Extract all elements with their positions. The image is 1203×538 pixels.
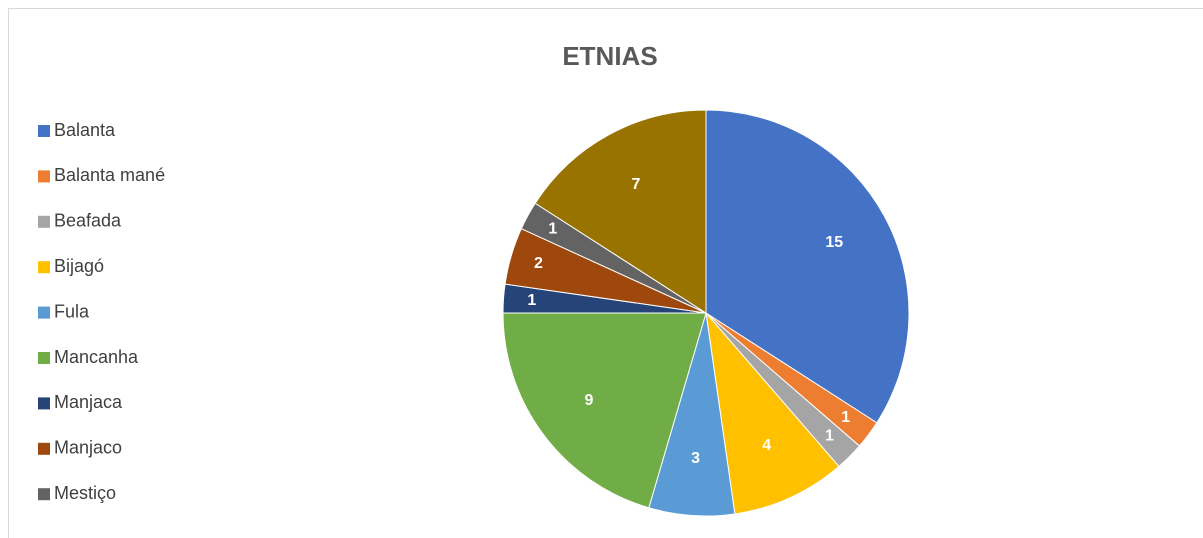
pie-slice	[534, 109, 707, 314]
legend-swatch	[38, 488, 50, 501]
chart-title: ETNIAS	[562, 41, 657, 71]
legend-label: Manjaco	[54, 438, 122, 458]
data-label: 1	[527, 292, 536, 309]
legend-label: Balanta mané	[54, 165, 165, 185]
pie-slice	[705, 109, 910, 424]
pie-slice	[705, 311, 840, 515]
data-label: 15	[825, 234, 843, 251]
data-label: 1	[841, 409, 850, 426]
legend-swatch	[38, 125, 50, 137]
data-label: 2	[534, 255, 543, 272]
legend-swatch	[38, 352, 50, 364]
legend-swatch	[38, 215, 50, 228]
legend-label: Mancanha	[54, 347, 139, 367]
pie-slice	[502, 312, 707, 509]
legend-swatch	[38, 306, 50, 319]
data-label: 1	[825, 428, 834, 445]
legend-swatch	[38, 170, 50, 183]
legend-label: Bijagó	[54, 256, 104, 276]
data-label: 9	[585, 392, 594, 409]
data-label: 3	[691, 450, 700, 467]
legend-swatch	[38, 442, 50, 455]
legend-label: Beafada	[54, 211, 122, 231]
data-label: 1	[548, 221, 557, 238]
legend-label: Mestiço	[54, 483, 116, 503]
legend-swatch	[38, 397, 50, 410]
legend-swatch	[38, 261, 50, 274]
data-label: 7	[631, 176, 640, 193]
legend-label: Fula	[54, 301, 90, 321]
data-label: 4	[762, 437, 771, 454]
legend-label: Balanta	[54, 120, 116, 140]
legend-label: Manjaca	[54, 392, 123, 412]
